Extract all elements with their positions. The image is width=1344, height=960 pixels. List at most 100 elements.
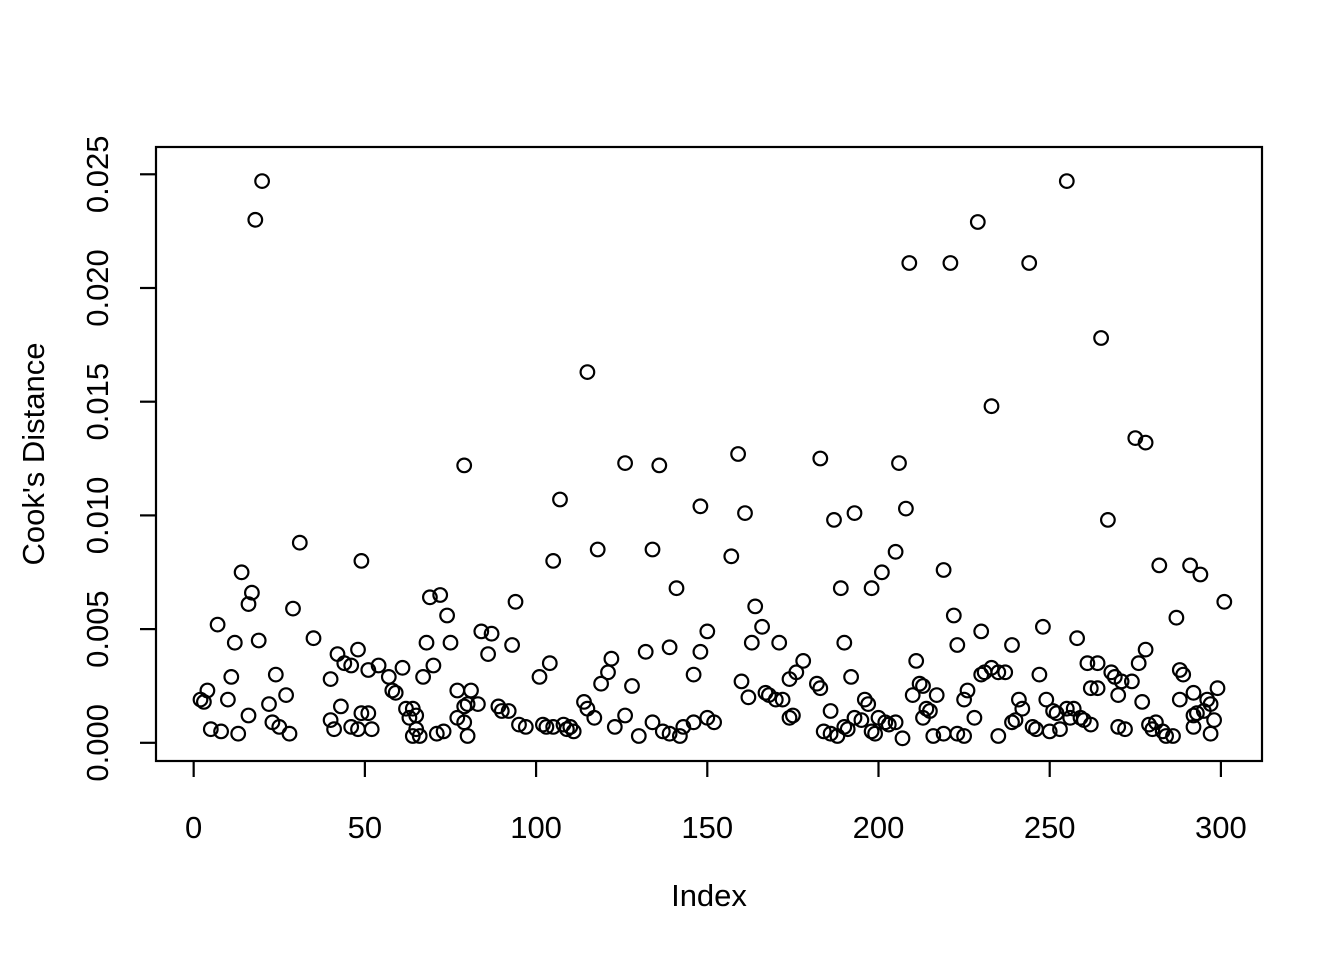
data-point bbox=[1110, 687, 1127, 703]
data-point bbox=[531, 669, 548, 685]
x-tick-label: 50 bbox=[348, 810, 382, 845]
data-point bbox=[370, 657, 387, 674]
data-point bbox=[559, 721, 575, 738]
data-point bbox=[363, 721, 380, 738]
data-point bbox=[480, 646, 497, 662]
data-point bbox=[579, 364, 596, 381]
data-point bbox=[966, 709, 983, 726]
data-point bbox=[1110, 719, 1127, 735]
data-point bbox=[384, 682, 401, 699]
data-point bbox=[428, 725, 445, 742]
data-point bbox=[692, 498, 709, 515]
data-point bbox=[743, 634, 760, 651]
data-point bbox=[380, 669, 397, 685]
x-tick-label: 300 bbox=[1195, 810, 1247, 845]
x-tick-label: 200 bbox=[853, 810, 905, 845]
data-point bbox=[589, 541, 606, 558]
data-point bbox=[500, 703, 517, 719]
data-point bbox=[1058, 700, 1075, 717]
data-point bbox=[692, 643, 709, 660]
data-point bbox=[1079, 655, 1096, 672]
data-point bbox=[333, 698, 349, 715]
data-point bbox=[261, 696, 277, 712]
data-point bbox=[281, 725, 298, 742]
data-point bbox=[737, 505, 753, 521]
data-point bbox=[911, 675, 928, 692]
data-point bbox=[278, 687, 295, 703]
data-point bbox=[969, 214, 986, 230]
data-point bbox=[439, 607, 456, 624]
data-point bbox=[1089, 655, 1106, 672]
data-point bbox=[1082, 716, 1099, 733]
data-point bbox=[243, 584, 260, 601]
data-point bbox=[654, 723, 671, 740]
data-point bbox=[507, 593, 524, 610]
x-axis: 0 50 100 150 200 250 300 bbox=[185, 761, 1247, 845]
data-point bbox=[1171, 691, 1188, 708]
data-point bbox=[1082, 680, 1099, 697]
data-point bbox=[449, 682, 466, 699]
data-point bbox=[1202, 725, 1219, 742]
y-axis-title: Cook's Distance bbox=[16, 342, 51, 565]
x-tick-label: 250 bbox=[1024, 810, 1076, 845]
data-point bbox=[959, 682, 976, 699]
plot-frame bbox=[154, 145, 1264, 763]
data-point bbox=[1093, 330, 1109, 346]
data-point bbox=[1137, 434, 1154, 451]
data-point bbox=[411, 728, 428, 744]
data-point bbox=[661, 639, 678, 656]
data-point bbox=[809, 675, 825, 692]
data-point bbox=[600, 664, 616, 681]
data-point bbox=[891, 455, 907, 472]
data-point bbox=[1041, 723, 1058, 740]
data-point bbox=[685, 714, 702, 731]
data-point bbox=[1199, 691, 1216, 708]
data-point bbox=[401, 709, 418, 726]
data-point bbox=[795, 653, 812, 669]
data-point bbox=[925, 728, 942, 744]
data-point bbox=[285, 600, 301, 617]
y-tick-label: 0.005 bbox=[80, 590, 115, 668]
data-point bbox=[1130, 655, 1147, 672]
data-point bbox=[747, 598, 764, 615]
data-point bbox=[1209, 680, 1226, 697]
data-point bbox=[1103, 664, 1120, 681]
data-point bbox=[1052, 721, 1068, 738]
data-point bbox=[918, 700, 935, 717]
data-point bbox=[935, 562, 952, 578]
data-point bbox=[418, 634, 435, 651]
data-point bbox=[535, 716, 551, 733]
data-point bbox=[880, 716, 897, 733]
data-point bbox=[254, 173, 271, 190]
data-point bbox=[822, 703, 839, 719]
data-point bbox=[644, 714, 661, 731]
data-point bbox=[788, 664, 805, 681]
data-point bbox=[209, 616, 226, 633]
data-point bbox=[1007, 712, 1024, 728]
data-point bbox=[843, 669, 859, 685]
data-point bbox=[463, 682, 479, 699]
data-point bbox=[1011, 691, 1027, 708]
data-point bbox=[908, 653, 925, 669]
data-point bbox=[541, 655, 558, 672]
data-point bbox=[1048, 705, 1065, 722]
data-point bbox=[593, 675, 609, 692]
data-point bbox=[1034, 618, 1051, 635]
data-point bbox=[846, 505, 863, 521]
data-point bbox=[983, 398, 1000, 415]
data-point bbox=[651, 457, 668, 474]
data-point bbox=[250, 632, 267, 649]
data-point bbox=[240, 707, 257, 724]
data-point bbox=[329, 646, 346, 662]
data-point bbox=[343, 719, 360, 735]
data-point bbox=[1089, 680, 1106, 697]
data-point bbox=[723, 548, 740, 565]
data-point bbox=[672, 728, 688, 744]
data-point bbox=[997, 664, 1014, 681]
data-point bbox=[898, 500, 914, 517]
data-point bbox=[442, 634, 459, 651]
data-point bbox=[1069, 630, 1085, 647]
y-tick-label: 0.020 bbox=[80, 249, 115, 327]
data-point bbox=[511, 716, 527, 733]
